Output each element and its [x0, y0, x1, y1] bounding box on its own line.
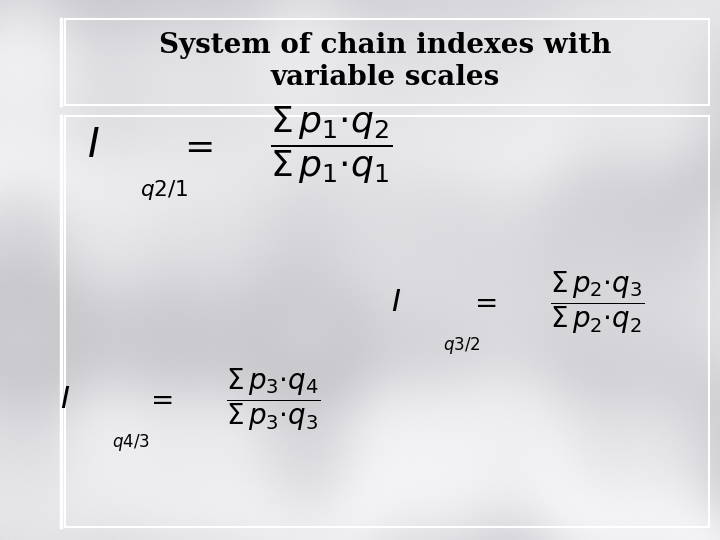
Bar [65, 116, 709, 526]
Text: $\mathit{I}$: $\mathit{I}$ [391, 287, 401, 318]
Text: $\mathit{I}$: $\mathit{I}$ [60, 384, 70, 415]
Bar [65, 19, 709, 105]
Text: $\dfrac{\Sigma\, p_1{\cdot}q_2}{\Sigma\, p_1{\cdot}q_1}$: $\dfrac{\Sigma\, p_1{\cdot}q_2}{\Sigma\,… [270, 105, 392, 186]
Text: $q4/3$: $q4/3$ [112, 432, 150, 453]
Text: $=$: $=$ [469, 289, 496, 316]
Text: $\mathit{I}$: $\mathit{I}$ [87, 127, 100, 165]
Text: $q3/2$: $q3/2$ [443, 335, 480, 356]
Text: $=$: $=$ [145, 386, 172, 413]
Text: $q2/1$: $q2/1$ [140, 178, 189, 202]
Text: $\dfrac{\Sigma\, p_3{\cdot}q_4}{\Sigma\, p_3{\cdot}q_3}$: $\dfrac{\Sigma\, p_3{\cdot}q_4}{\Sigma\,… [226, 366, 321, 433]
Text: $=$: $=$ [176, 129, 212, 163]
Text: System of chain indexes with
variable scales: System of chain indexes with variable sc… [159, 32, 611, 91]
Text: $\dfrac{\Sigma\, p_2{\cdot}q_3}{\Sigma\, p_2{\cdot}q_2}$: $\dfrac{\Sigma\, p_2{\cdot}q_3}{\Sigma\,… [550, 269, 645, 336]
